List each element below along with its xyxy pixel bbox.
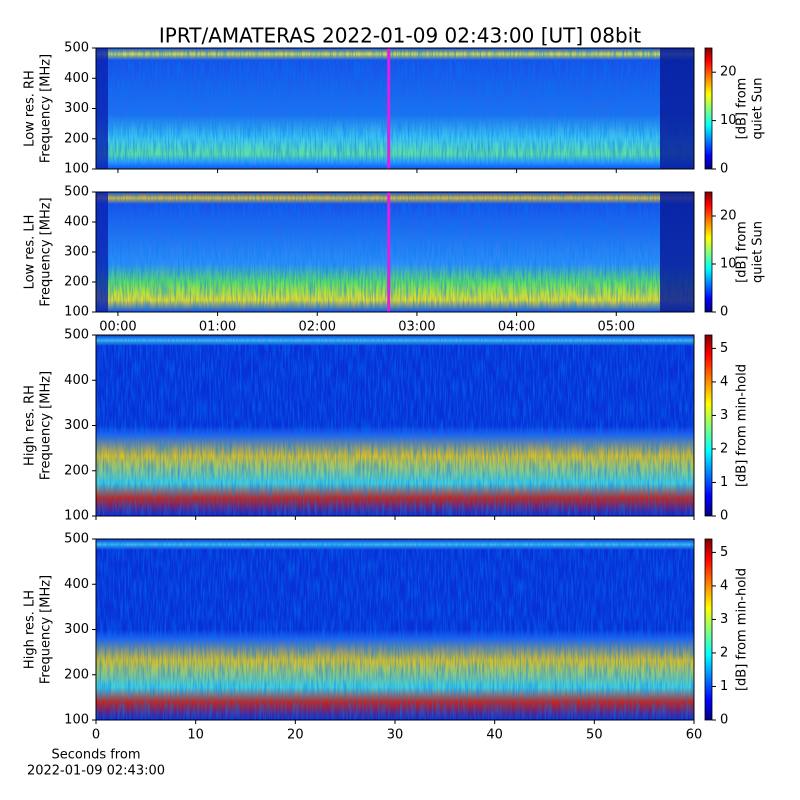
- y-tick-label: 200: [64, 463, 89, 478]
- y-axis-label: Low res. LH: [23, 215, 38, 290]
- x-tick-label: 20: [287, 728, 304, 743]
- colorbar-label: [dB] from min-hold: [735, 568, 750, 691]
- x-tick-label: 05:00: [598, 320, 635, 335]
- colorbar-tick-label: 0: [720, 509, 728, 524]
- colorbar-tick-label: 0: [720, 305, 728, 320]
- y-tick-label: 500: [64, 532, 89, 547]
- colorbar-tick-label: 1: [720, 679, 728, 694]
- x-tick-label: 30: [387, 728, 404, 743]
- colorbar-tick-label: 5: [720, 341, 728, 356]
- spectrogram-noise: [96, 539, 694, 720]
- y-tick-label: 500: [64, 185, 89, 200]
- y-tick-label: 400: [64, 215, 89, 230]
- y-tick-label: 100: [64, 713, 89, 728]
- colorbar-tick-label: 5: [720, 545, 728, 560]
- colorbar: [704, 47, 713, 170]
- y-tick-label: 500: [64, 41, 89, 56]
- y-tick-label: 500: [64, 328, 89, 343]
- x-tick-label: 40: [486, 728, 503, 743]
- x-tick-label: 00:00: [99, 320, 136, 335]
- colorbar-tick-label: 2: [720, 645, 728, 660]
- y-tick-label: 400: [64, 71, 89, 86]
- y-tick-label: 300: [64, 622, 89, 637]
- y-tick-label: 100: [64, 305, 89, 320]
- y-axis-label: High res. RH: [23, 385, 38, 466]
- y-tick-label: 200: [64, 275, 89, 290]
- y-tick-label: 300: [64, 418, 89, 433]
- y-tick-label: 300: [64, 245, 89, 260]
- spectrogram-edge: [96, 192, 108, 312]
- y-tick-label: 100: [64, 509, 89, 524]
- x-tick-label: 03:00: [398, 320, 435, 335]
- y-tick-label: 400: [64, 577, 89, 592]
- y-axis-label: Frequency [MHz]: [39, 371, 54, 480]
- x-tick-label: 60: [686, 728, 703, 743]
- y-axis-label: Frequency [MHz]: [39, 54, 54, 163]
- y-axis-label: Low res. RH: [23, 70, 38, 147]
- x-axis-label: Seconds from: [51, 748, 140, 763]
- y-axis-label: Frequency [MHz]: [39, 575, 54, 684]
- x-tick-label: 10: [187, 728, 204, 743]
- colorbar-label: quiet Sun: [751, 77, 766, 139]
- x-tick-label: 02:00: [299, 320, 336, 335]
- colorbar-tick-label: 10: [720, 257, 737, 272]
- colorbar-tick-label: 4: [720, 374, 728, 389]
- y-tick-label: 400: [64, 373, 89, 388]
- colorbar-label: [dB] from: [735, 78, 750, 140]
- colorbar-label: [dB] from min-hold: [735, 364, 750, 487]
- colorbar-tick-label: 0: [720, 713, 728, 728]
- spectrogram-noise: [96, 335, 694, 516]
- y-axis-label: Frequency [MHz]: [39, 197, 54, 306]
- colorbar-tick-label: 20: [720, 209, 737, 224]
- colorbar-tick-label: 1: [720, 475, 728, 490]
- y-tick-label: 200: [64, 131, 89, 146]
- spectrogram-edge: [660, 192, 694, 312]
- spectrogram-edge: [96, 48, 108, 169]
- colorbar-tick-label: 10: [720, 113, 737, 128]
- colorbar-tick-label: 20: [720, 65, 737, 80]
- x-tick-label: 01:00: [199, 320, 236, 335]
- colorbar-tick-label: 3: [720, 612, 728, 627]
- spectrogram-noise: [96, 192, 694, 312]
- colorbar-label: [dB] from: [735, 221, 750, 283]
- x-axis-label: 2022-01-09 02:43:00: [27, 764, 165, 779]
- figure-title: IPRT/AMATERAS 2022-01-09 02:43:00 [UT] 0…: [159, 24, 641, 48]
- colorbar: [704, 538, 713, 721]
- spectrogram-noise: [96, 48, 694, 169]
- x-tick-label: 04:00: [498, 320, 535, 335]
- x-tick-label: 50: [586, 728, 603, 743]
- x-tick-label: 0: [92, 728, 100, 743]
- colorbar-tick-label: 2: [720, 441, 728, 456]
- colorbar-tick-label: 4: [720, 578, 728, 593]
- y-tick-label: 300: [64, 101, 89, 116]
- colorbar: [704, 191, 713, 313]
- colorbar-label: quiet Sun: [751, 221, 766, 283]
- colorbar: [704, 334, 713, 517]
- colorbar-tick-label: 3: [720, 408, 728, 423]
- y-axis-label: High res. LH: [23, 590, 38, 669]
- colorbar-tick-label: 0: [720, 162, 728, 177]
- y-tick-label: 200: [64, 667, 89, 682]
- y-tick-label: 100: [64, 162, 89, 177]
- spectrogram-edge: [660, 48, 694, 169]
